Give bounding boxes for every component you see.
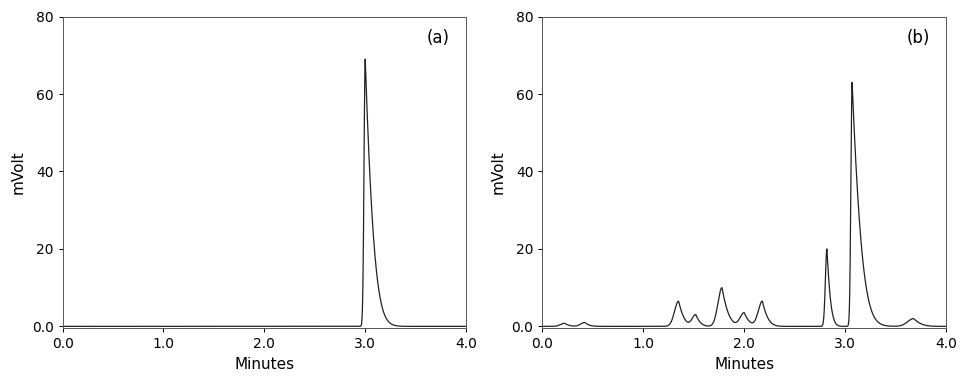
Text: (b): (b) [906,29,930,47]
Y-axis label: mVolt: mVolt [11,151,26,194]
Text: (a): (a) [427,29,450,47]
X-axis label: Minutes: Minutes [234,357,294,372]
Y-axis label: mVolt: mVolt [491,151,506,194]
X-axis label: Minutes: Minutes [714,357,774,372]
